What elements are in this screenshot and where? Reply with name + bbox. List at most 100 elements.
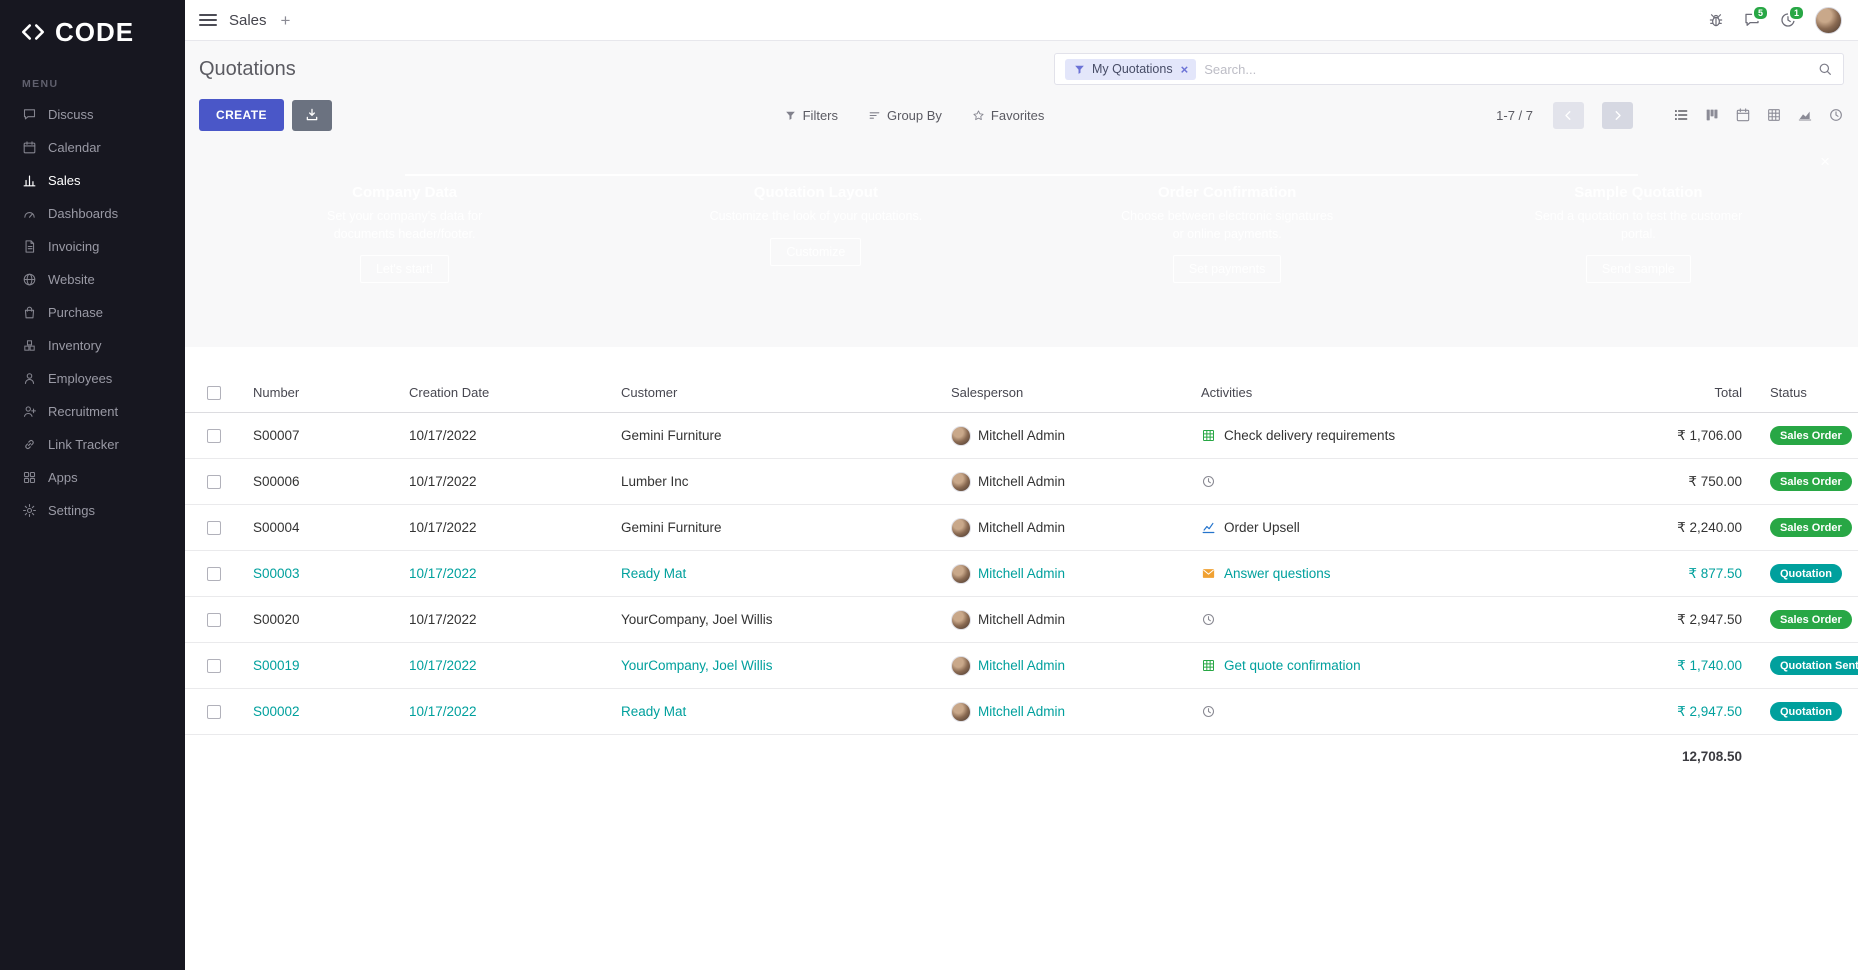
- column-header-customer[interactable]: Customer: [621, 385, 678, 400]
- funnel-icon: [1073, 63, 1086, 76]
- send-sample-button[interactable]: Send sample: [1585, 255, 1691, 283]
- sidebar-item-purchase[interactable]: Purchase: [0, 296, 185, 329]
- add-tab-button[interactable]: +: [280, 10, 291, 30]
- clock-icon[interactable]: [1201, 704, 1216, 719]
- salesperson-name: Mitchell Admin: [978, 658, 1066, 673]
- status-badge: Sales Order: [1770, 426, 1852, 445]
- customer-name: Gemini Furniture: [621, 428, 722, 443]
- sidebar-item-label: Purchase: [48, 305, 103, 320]
- sidebar-item-discuss[interactable]: Discuss: [0, 98, 185, 131]
- sales-icon: [22, 173, 37, 188]
- top-navbar: Sales + 5 1: [185, 0, 1858, 41]
- group-by-button[interactable]: Group By: [868, 108, 942, 123]
- sidebar-item-website[interactable]: Website: [0, 263, 185, 296]
- spreadsheet-icon[interactable]: [1201, 428, 1216, 443]
- spreadsheet-icon[interactable]: [1201, 658, 1216, 673]
- sidebar-item-settings[interactable]: Settings: [0, 494, 185, 527]
- debug-bug-icon[interactable]: [1707, 11, 1725, 29]
- kanban-view-button[interactable]: [1704, 107, 1720, 123]
- set-payments-button[interactable]: Set payments: [1172, 255, 1282, 283]
- column-header-activities[interactable]: Activities: [1201, 385, 1253, 400]
- active-app-title[interactable]: Sales: [229, 11, 267, 29]
- row-checkbox[interactable]: [207, 613, 221, 628]
- calendar-icon: [22, 140, 37, 155]
- column-header-number[interactable]: Number: [253, 385, 300, 400]
- table-row[interactable]: S00019 10/17/2022 YourCompany, Joel Will…: [185, 643, 1858, 689]
- export-button[interactable]: [291, 99, 332, 131]
- table-row[interactable]: S00002 10/17/2022 Ready Mat Mitchell Adm…: [185, 689, 1858, 735]
- list-view-button[interactable]: [1673, 107, 1689, 123]
- sidebar-item-label: Employees: [48, 371, 113, 386]
- creation-date: 10/17/2022: [409, 520, 477, 535]
- sidebar-item-employees[interactable]: Employees: [0, 362, 185, 395]
- sidebar-item-apps[interactable]: Apps: [0, 461, 185, 494]
- user-avatar[interactable]: [1815, 6, 1842, 34]
- clock-icon[interactable]: [1201, 612, 1216, 627]
- filters-label: Filters: [802, 107, 838, 123]
- filters-button[interactable]: Filters: [784, 108, 838, 123]
- activities-button[interactable]: 1: [1779, 5, 1805, 29]
- filters-funnel-icon: [784, 109, 797, 122]
- search-bar[interactable]: My Quotations ×: [1054, 53, 1844, 85]
- calendar-view-button[interactable]: [1735, 107, 1751, 123]
- row-checkbox[interactable]: [207, 567, 221, 582]
- search-filter-chip[interactable]: My Quotations ×: [1065, 58, 1197, 80]
- clock-icon[interactable]: [1201, 474, 1216, 489]
- row-checkbox[interactable]: [207, 705, 221, 720]
- brand-logo-icon: [21, 24, 45, 40]
- pager-next-button[interactable]: [1602, 101, 1633, 129]
- table-row[interactable]: S00004 10/17/2022 Gemini Furniture Mitch…: [185, 505, 1858, 551]
- chip-remove-icon[interactable]: ×: [1180, 61, 1189, 77]
- select-all-checkbox[interactable]: [207, 386, 221, 401]
- pager-previous-button[interactable]: [1553, 101, 1584, 129]
- sidebar-item-calendar[interactable]: Calendar: [0, 131, 185, 164]
- table-row[interactable]: S00006 10/17/2022 Lumber Inc Mitchell Ad…: [185, 459, 1858, 505]
- sidebar-item-invoicing[interactable]: Invoicing: [0, 230, 185, 263]
- step-description: Choose between electronic signatures or …: [1121, 209, 1334, 241]
- brand-logo[interactable]: CODE: [0, 0, 185, 64]
- activity-label: Order Upsell: [1224, 520, 1300, 535]
- search-input[interactable]: [1204, 61, 1809, 77]
- recruitment-icon: [22, 404, 37, 419]
- column-header-total[interactable]: Total: [1714, 385, 1742, 400]
- row-checkbox[interactable]: [207, 429, 221, 444]
- table-row[interactable]: S00020 10/17/2022 YourCompany, Joel Will…: [185, 597, 1858, 643]
- column-header-creation-date[interactable]: Creation Date: [409, 385, 490, 400]
- envelope-icon[interactable]: [1201, 566, 1216, 581]
- creation-date: 10/17/2022: [409, 428, 477, 443]
- pager-range: 1-7 / 7: [1496, 107, 1533, 123]
- column-header-salesperson[interactable]: Salesperson: [951, 385, 1024, 400]
- messages-button[interactable]: 5: [1743, 5, 1769, 29]
- activity-view-button[interactable]: [1828, 107, 1844, 123]
- lets-start-button[interactable]: Let's start!: [359, 255, 450, 283]
- sidebar-item-inventory[interactable]: Inventory: [0, 329, 185, 362]
- customize-button[interactable]: Customize: [770, 237, 862, 266]
- onboarding-step-quotation-layout: Quotation Layout Customize the look of y…: [610, 169, 1021, 283]
- row-checkbox[interactable]: [207, 659, 221, 674]
- onboarding-step-order-confirmation: Order Confirmation Choose between electr…: [1022, 169, 1433, 283]
- onboarding-banner: × Company Data Set your company's data f…: [199, 147, 1844, 347]
- table-row[interactable]: S00007 10/17/2022 Gemini Furniture Mitch…: [185, 413, 1858, 459]
- creation-date: 10/17/2022: [409, 566, 477, 581]
- sidebar-item-recruitment[interactable]: Recruitment: [0, 395, 185, 428]
- hamburger-menu-icon[interactable]: [199, 14, 217, 26]
- top-nav-icons: 5 1: [1707, 5, 1842, 34]
- sidebar-item-label: Settings: [48, 503, 95, 518]
- row-checkbox[interactable]: [207, 521, 221, 536]
- line-chart-icon[interactable]: [1201, 520, 1216, 535]
- sidebar-item-dashboards[interactable]: Dashboards: [0, 197, 185, 230]
- sidebar-item-sales[interactable]: Sales: [0, 164, 185, 197]
- status-badge: Quotation Sent: [1770, 656, 1858, 675]
- column-header-status[interactable]: Status: [1770, 385, 1807, 400]
- favorites-button[interactable]: Favorites: [972, 108, 1044, 123]
- graph-view-button[interactable]: [1797, 107, 1813, 123]
- order-total: ₹ 1,706.00: [1677, 427, 1742, 443]
- row-checkbox[interactable]: [207, 475, 221, 490]
- search-icon[interactable]: [1817, 61, 1833, 77]
- salesperson-avatar: [951, 655, 971, 676]
- create-button[interactable]: CREATE: [199, 99, 284, 131]
- pivot-view-button[interactable]: [1766, 107, 1782, 123]
- sidebar-item-link-tracker[interactable]: Link Tracker: [0, 428, 185, 461]
- banner-close-icon[interactable]: ×: [1820, 152, 1830, 171]
- table-row[interactable]: S00003 10/17/2022 Ready Mat Mitchell Adm…: [185, 551, 1858, 597]
